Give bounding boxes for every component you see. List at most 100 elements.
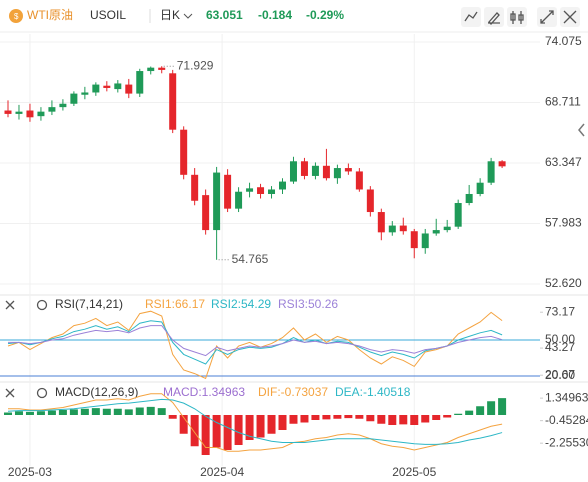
icon-glyph: $ <box>14 12 19 21</box>
close-icon[interactable] <box>5 388 15 398</box>
macd-bar <box>421 415 430 423</box>
candle-body <box>465 193 473 204</box>
macd-bar <box>278 415 287 430</box>
candle-body <box>136 71 144 94</box>
annotation: 71.929 <box>177 58 214 72</box>
y-tick-label: -0.45284 <box>545 413 588 427</box>
candle-body <box>289 161 297 182</box>
macd-bar <box>80 408 89 415</box>
candle-body <box>377 212 385 233</box>
macd-bar <box>91 408 100 415</box>
candle-body <box>15 111 23 114</box>
candle-body <box>191 174 199 201</box>
candle-body <box>4 110 12 114</box>
candle-body <box>410 231 418 249</box>
macd-bar <box>25 411 34 415</box>
candle-body <box>355 171 363 190</box>
macd-bar <box>267 415 276 434</box>
tool-icon <box>540 10 554 24</box>
macd-bar <box>157 408 166 415</box>
macd-bar <box>432 415 441 420</box>
settings-icon[interactable] <box>36 387 48 399</box>
legend-entry: MACD:1.34963 <box>163 385 245 399</box>
macd-bar <box>465 410 474 415</box>
code: USOIL <box>90 8 126 22</box>
y-tick-label: 73.17 <box>545 304 575 318</box>
line <box>7 310 503 380</box>
macd-bar <box>454 413 463 415</box>
candle-body <box>279 181 286 190</box>
panel-title: MACD(12,26,9) <box>55 385 138 399</box>
collapse-arrow[interactable] <box>578 123 585 137</box>
y-tick-label: 52.620 <box>545 276 582 290</box>
level-label: 20.00 <box>545 368 575 382</box>
line <box>8 325 503 357</box>
macd-bar <box>4 412 12 415</box>
macd-bar <box>179 415 188 434</box>
macd-bar <box>333 415 342 419</box>
macd-bar <box>487 401 496 415</box>
close-icon[interactable] <box>5 300 15 310</box>
macd-bar <box>366 415 375 422</box>
candle-body <box>37 111 45 117</box>
macd-bar <box>399 415 408 425</box>
legend-entry: RSI2:54.29 <box>211 297 271 311</box>
tool-icon <box>464 11 478 22</box>
candle-body <box>333 168 341 179</box>
candle-body <box>443 226 451 231</box>
macd-bar <box>58 410 67 415</box>
period[interactable]: 日K <box>160 8 180 22</box>
candle-body <box>311 165 319 176</box>
candle-body <box>92 84 100 93</box>
y-tick-label: 43.27 <box>545 340 575 354</box>
candle-body <box>103 85 111 88</box>
macd-bar <box>14 411 23 415</box>
candle-body <box>322 165 330 179</box>
macd-bar <box>190 415 199 447</box>
macd-bar <box>322 415 331 420</box>
candle-body <box>498 161 506 167</box>
y-tick-label: 68.711 <box>545 95 581 109</box>
legend-entry: RSI1:66.17 <box>145 297 205 311</box>
macd-bar <box>476 406 485 415</box>
macd-bar <box>256 415 265 438</box>
candle-body <box>26 110 34 118</box>
symbol[interactable]: WTI原油 <box>27 8 73 22</box>
candle-body <box>388 225 396 233</box>
macd-bar <box>245 415 254 440</box>
annotation: 54.765 <box>232 252 269 266</box>
candle-body <box>213 172 221 231</box>
settings-icon[interactable] <box>36 299 48 311</box>
macd-bar <box>498 398 507 415</box>
macd-bar <box>311 415 320 420</box>
macd-bar <box>223 415 232 450</box>
tool-icon <box>510 11 524 24</box>
candle-body <box>125 84 133 94</box>
macd-bar <box>377 415 386 424</box>
line <box>8 393 503 452</box>
x-tick-label: 2025-05 <box>392 465 436 479</box>
macd-bar <box>212 415 221 448</box>
macd-bar <box>135 407 144 415</box>
macd-bar <box>146 406 155 415</box>
candle-body <box>268 189 276 194</box>
macd-bar <box>201 415 210 455</box>
candle-body <box>70 93 78 104</box>
macd-bar <box>36 411 45 415</box>
toolbar <box>461 7 580 27</box>
candle-body <box>180 129 188 175</box>
macd-bar <box>410 415 419 425</box>
tool-icon <box>488 12 500 25</box>
macd-bar <box>300 415 309 423</box>
candle-body <box>454 203 462 227</box>
macd-bar <box>47 410 56 415</box>
macd-bar <box>113 408 122 415</box>
candle-body <box>257 187 265 194</box>
macd-bar <box>388 415 397 425</box>
legend-entry: DEA:-1.40518 <box>335 385 411 399</box>
candle-body <box>114 83 122 90</box>
candle-body <box>487 161 495 183</box>
tool-icon <box>563 10 577 24</box>
tool-btn[interactable] <box>507 7 527 27</box>
